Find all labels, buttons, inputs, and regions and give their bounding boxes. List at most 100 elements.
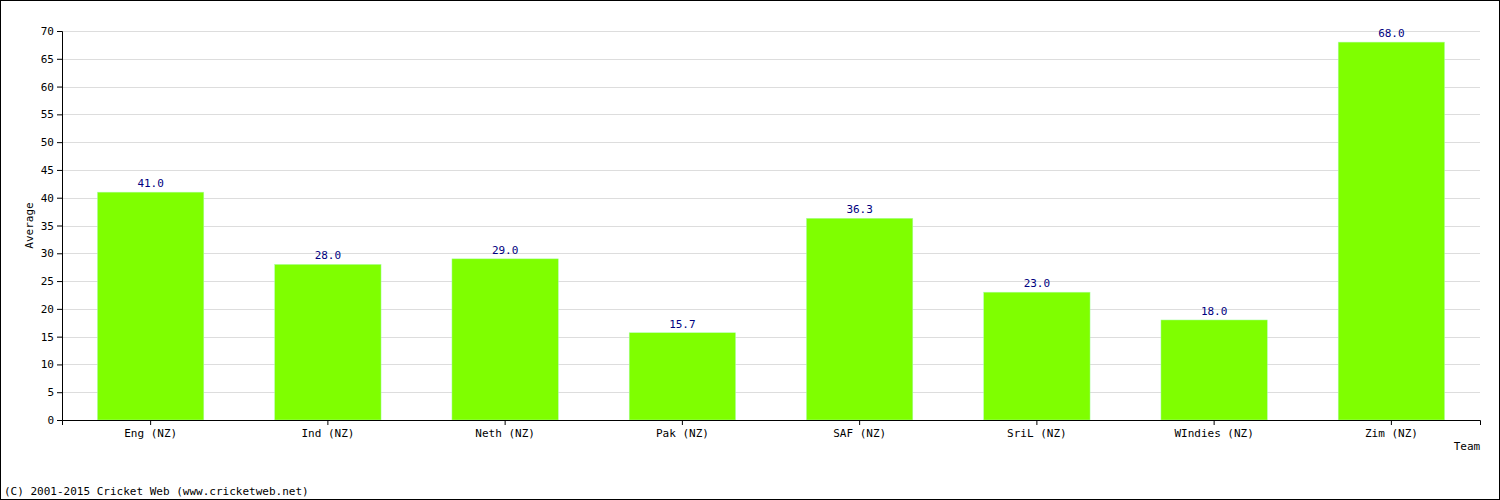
x-tick-label: Pak (NZ) bbox=[656, 427, 709, 440]
y-tick-label: 0 bbox=[47, 414, 54, 427]
x-tick: Ind (NZ) bbox=[301, 420, 354, 440]
y-tick: 60 bbox=[41, 81, 62, 94]
grid-line bbox=[62, 114, 1480, 115]
grid-line bbox=[62, 253, 1480, 254]
x-tick-label: Neth (NZ) bbox=[475, 427, 535, 440]
x-tick-label: WIndies (NZ) bbox=[1174, 427, 1253, 440]
y-tick-mark bbox=[57, 364, 62, 365]
x-tick-mark bbox=[505, 420, 506, 425]
y-tick: 55 bbox=[41, 108, 62, 121]
y-tick: 0 bbox=[47, 414, 62, 427]
y-tick-mark bbox=[57, 253, 62, 254]
x-axis: Eng (NZ) Ind (NZ) Neth (NZ) Pak (NZ) SAF (NZ… bbox=[63, 420, 1481, 440]
x-tick-mark bbox=[1391, 420, 1392, 425]
data-label: 29.0 bbox=[492, 244, 519, 257]
y-tick-mark bbox=[57, 87, 62, 88]
y-tick-label: 25 bbox=[41, 275, 54, 288]
x-axis-title: Team bbox=[1454, 440, 1481, 453]
y-tick-label: 20 bbox=[41, 303, 54, 316]
y-tick-label: 15 bbox=[41, 331, 54, 344]
x-tick: SriL (NZ) bbox=[1007, 420, 1067, 440]
y-tick-label: 45 bbox=[41, 164, 54, 177]
y-tick: 35 bbox=[41, 220, 62, 233]
data-labels: 41.028.029.015.736.323.018.068.0 bbox=[137, 27, 1404, 331]
y-tick-mark bbox=[57, 114, 62, 115]
x-tick-label: Ind (NZ) bbox=[301, 427, 354, 440]
x-axis-line bbox=[63, 421, 1481, 426]
y-tick-label: 70 bbox=[41, 25, 54, 38]
y-tick: 20 bbox=[41, 303, 62, 316]
y-axis-title: Average bbox=[23, 202, 36, 248]
x-tick-mark bbox=[150, 420, 151, 425]
data-label: 41.0 bbox=[137, 177, 164, 190]
x-tick-mark bbox=[859, 420, 860, 425]
x-tick: Zim (NZ) bbox=[1365, 420, 1418, 440]
x-tick-label: SAF (NZ) bbox=[833, 427, 886, 440]
y-axis-line bbox=[57, 32, 63, 421]
y-tick-mark bbox=[57, 309, 62, 310]
y-tick-mark bbox=[57, 226, 62, 227]
y-tick: 50 bbox=[41, 136, 62, 149]
x-tick-label: SriL (NZ) bbox=[1007, 427, 1067, 440]
bar bbox=[806, 218, 912, 420]
data-label: 18.0 bbox=[1201, 305, 1228, 318]
y-tick-mark bbox=[57, 170, 62, 171]
y-tick-mark bbox=[57, 59, 62, 60]
grid-line bbox=[62, 142, 1480, 143]
x-tick: SAF (NZ) bbox=[833, 420, 886, 440]
bar bbox=[629, 333, 735, 420]
y-tick-mark bbox=[57, 281, 62, 282]
y-tick-label: 35 bbox=[41, 220, 54, 233]
grid-line bbox=[62, 87, 1480, 88]
grid-line bbox=[62, 198, 1480, 199]
bar bbox=[275, 264, 381, 420]
bar bbox=[984, 292, 1090, 420]
y-tick: 5 bbox=[47, 386, 62, 399]
chart: 41.028.029.015.736.323.018.068.005101520… bbox=[0, 0, 1500, 500]
x-tick-mark bbox=[1036, 420, 1037, 425]
x-tick-mark bbox=[327, 420, 328, 425]
x-tick: Pak (NZ) bbox=[656, 420, 709, 440]
y-tick: 25 bbox=[41, 275, 62, 288]
grid-line bbox=[62, 170, 1480, 171]
bar bbox=[452, 259, 558, 420]
y-tick-mark bbox=[57, 392, 62, 393]
y-tick: 30 bbox=[41, 247, 62, 260]
x-tick-label: Zim (NZ) bbox=[1365, 427, 1418, 440]
y-axis: 0 5 10 15 20 25 30 35 40 45 50 55 60 65 70 bbox=[41, 25, 63, 427]
x-tick-mark bbox=[1214, 420, 1215, 425]
annotation: (C) 2001-2015 Cricket Web (www.cricketwe… bbox=[4, 485, 309, 498]
y-tick-label: 40 bbox=[41, 192, 54, 205]
grid-line bbox=[62, 31, 1480, 32]
x-tick: WIndies (NZ) bbox=[1174, 420, 1253, 440]
y-tick-label: 55 bbox=[41, 108, 54, 121]
grid bbox=[62, 32, 1480, 421]
y-tick-label: 10 bbox=[41, 358, 54, 371]
y-tick-label: 65 bbox=[41, 53, 54, 66]
y-tick: 15 bbox=[41, 331, 62, 344]
grid-line bbox=[62, 59, 1480, 60]
x-tick-label: Eng (NZ) bbox=[124, 427, 177, 440]
y-tick-label: 50 bbox=[41, 136, 54, 149]
y-tick: 10 bbox=[41, 358, 62, 371]
border bbox=[1, 1, 1500, 500]
y-tick-mark bbox=[57, 31, 62, 32]
y-tick-mark bbox=[57, 198, 62, 199]
data-label: 68.0 bbox=[1378, 27, 1405, 40]
data-label: 28.0 bbox=[315, 249, 342, 262]
bar bbox=[1338, 42, 1444, 420]
bar bbox=[1161, 320, 1267, 420]
y-tick-mark bbox=[57, 337, 62, 338]
y-tick: 40 bbox=[41, 192, 62, 205]
y-tick-mark bbox=[57, 420, 62, 421]
y-tick-label: 30 bbox=[41, 247, 54, 260]
bar bbox=[97, 192, 203, 420]
y-tick: 45 bbox=[41, 164, 62, 177]
x-tick-mark bbox=[682, 420, 683, 425]
y-tick: 70 bbox=[41, 25, 62, 38]
bars bbox=[97, 42, 1444, 420]
x-tick: Neth (NZ) bbox=[475, 420, 535, 440]
y-tick-label: 5 bbox=[47, 386, 54, 399]
y-tick: 65 bbox=[41, 53, 62, 66]
y-tick-mark bbox=[57, 142, 62, 143]
